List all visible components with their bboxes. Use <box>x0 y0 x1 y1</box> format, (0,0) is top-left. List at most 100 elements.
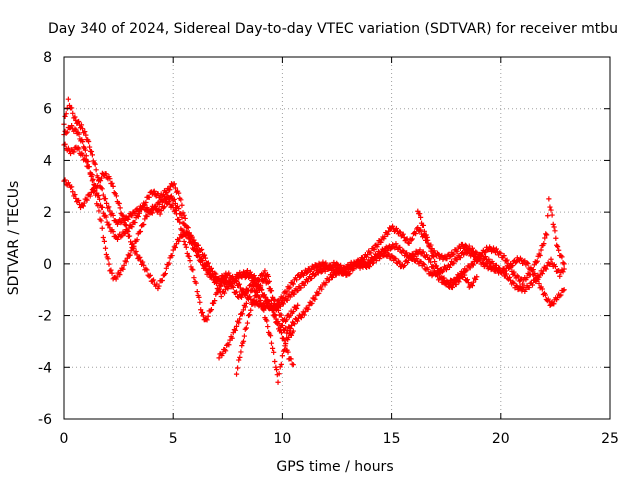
data-point <box>188 264 194 270</box>
data-point <box>449 284 456 291</box>
data-point <box>276 299 282 306</box>
data-point <box>316 290 322 296</box>
data-point <box>221 276 227 283</box>
data-point <box>141 262 147 268</box>
data-point <box>143 213 149 219</box>
data-point <box>176 190 182 196</box>
data-point <box>103 214 109 220</box>
data-point <box>459 273 465 280</box>
data-point <box>289 280 295 286</box>
data-point <box>440 276 446 282</box>
data-point <box>378 239 384 245</box>
data-point <box>243 300 249 306</box>
data-point <box>257 282 264 288</box>
data-point <box>445 279 451 286</box>
data-point <box>362 260 368 266</box>
data-point <box>208 265 215 271</box>
tick-layer: 0 5 10 15 20 25 -6 -4 -2 0 2 4 6 8 <box>38 50 619 447</box>
data-point <box>342 268 348 274</box>
data-point <box>245 312 252 319</box>
x-tick-label: 20 <box>492 431 510 447</box>
data-point <box>393 256 399 262</box>
data-point <box>551 301 557 307</box>
data-point <box>295 302 301 308</box>
y-axis-label: SDTVAR / TECUs <box>6 181 22 296</box>
data-point <box>278 361 284 367</box>
data-point <box>282 343 288 349</box>
data-point <box>160 205 166 211</box>
data-point <box>248 307 254 313</box>
data-point <box>461 269 467 275</box>
data-point <box>520 281 526 287</box>
data-point <box>233 323 240 329</box>
data-point <box>420 261 426 267</box>
data-point <box>212 270 218 276</box>
data-point <box>559 254 565 260</box>
data-point <box>291 291 297 297</box>
data-point <box>240 307 246 313</box>
data-point <box>72 191 78 198</box>
data-point <box>273 367 280 373</box>
data-point <box>290 308 296 315</box>
x-tick-label: 15 <box>383 431 401 447</box>
data-point <box>168 193 175 199</box>
data-point <box>352 261 358 267</box>
data-point <box>237 316 243 322</box>
data-point <box>211 300 217 306</box>
data-point <box>457 255 463 261</box>
data-point <box>438 269 444 276</box>
data-point <box>84 197 90 203</box>
data-point <box>265 298 271 305</box>
data-point <box>186 253 192 260</box>
data-point <box>423 252 430 258</box>
data-point <box>496 265 503 271</box>
data-point <box>322 268 328 274</box>
data-point <box>431 254 437 260</box>
data-point <box>279 295 285 301</box>
data-point <box>65 96 71 102</box>
data-point <box>538 247 544 253</box>
data-point <box>213 271 219 277</box>
data-point <box>150 277 157 283</box>
data-point <box>277 303 284 309</box>
data-point <box>425 267 431 273</box>
data-point <box>425 240 431 246</box>
data-point <box>406 240 412 247</box>
data-point <box>224 275 230 281</box>
data-point <box>177 219 183 225</box>
y-tick-label: -6 <box>38 412 52 428</box>
data-point <box>100 192 106 198</box>
data-point <box>558 292 564 298</box>
data-point <box>332 269 338 275</box>
data-point <box>176 206 182 212</box>
data-point <box>417 211 423 217</box>
data-point <box>221 290 228 296</box>
data-point <box>524 275 530 281</box>
data-point <box>470 262 476 268</box>
data-point <box>69 105 75 111</box>
data-point <box>117 272 123 278</box>
data-point <box>232 290 239 296</box>
data-point <box>421 228 427 234</box>
data-point <box>349 264 355 270</box>
data-point <box>288 332 295 338</box>
data-point <box>264 318 270 324</box>
data-point <box>543 231 549 237</box>
data-point <box>103 171 109 177</box>
data-point <box>172 207 178 214</box>
data-point <box>184 224 190 230</box>
data-point <box>180 231 186 237</box>
data-point <box>89 152 95 158</box>
data-point <box>102 245 109 251</box>
data-point <box>465 280 471 286</box>
data-point <box>525 261 531 267</box>
data-point <box>311 266 317 272</box>
data-point <box>198 307 204 313</box>
data-point <box>99 225 105 231</box>
data-point <box>561 266 567 272</box>
data-point <box>328 274 335 280</box>
data-point <box>275 307 282 313</box>
data-point <box>536 280 542 287</box>
data-point <box>447 254 453 260</box>
